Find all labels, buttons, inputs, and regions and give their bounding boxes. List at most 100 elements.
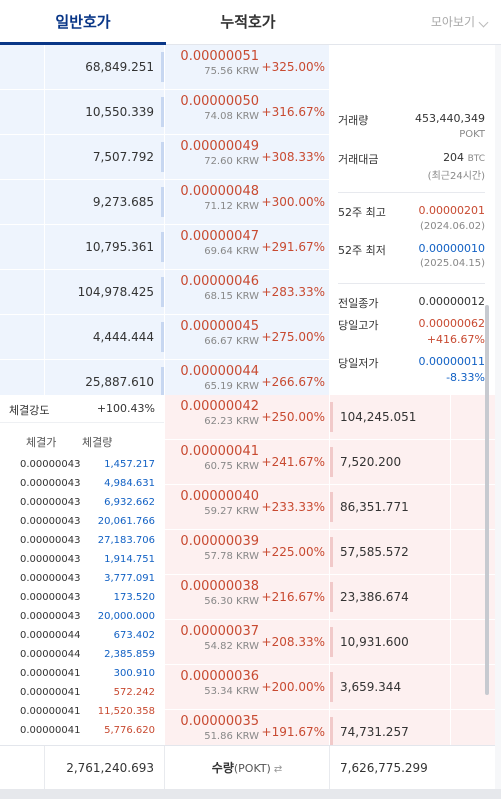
volume-value: 453,440,349	[415, 112, 485, 125]
ask-volume-cell: 10,795.361	[44, 225, 164, 270]
trade-qty-header: 체결량	[82, 436, 113, 449]
trade-price: 0.00000044	[20, 649, 81, 660]
trade-price-header: 체결가	[26, 436, 57, 449]
high52-value: 0.00000201	[418, 204, 485, 217]
ask-row[interactable]: 68,849.251 0.00000051 75.56 KRW +325.00%	[0, 45, 495, 90]
ask-price-cell[interactable]: 0.00000050 74.08 KRW +316.67%	[164, 90, 330, 135]
trade-price: 0.00000044	[20, 630, 81, 641]
trade-qty: 20,061.766	[97, 516, 155, 527]
ask-row[interactable]: 10,550.339 0.00000050 74.08 KRW +316.67%	[0, 90, 495, 135]
tab-general-orderbook[interactable]: 일반호가	[0, 0, 166, 45]
ask-row[interactable]: 7,507.792 0.00000049 72.60 KRW +308.33%	[0, 135, 495, 180]
ask-row[interactable]: 104,978.425 0.00000046 68.15 KRW +283.33%	[0, 270, 495, 315]
ask-price: 0.00000045	[180, 319, 259, 334]
ask-price-krw: 71.12 KRW	[204, 201, 259, 212]
ask-price-cell[interactable]: 0.00000045 66.67 KRW +275.00%	[164, 315, 330, 360]
trade-qty: 20,000.000	[97, 611, 155, 622]
bid-row[interactable]: 0.00000036 53.34 KRW +200.00% 3,659.344	[0, 665, 495, 710]
trade-price: 0.00000043	[20, 611, 81, 622]
ask-volume: 10,550.339	[85, 105, 154, 119]
unit-toggle-button[interactable]: 수량(POKT) ⇄	[164, 746, 330, 790]
trade-qty: 173.520	[113, 592, 155, 603]
ask-price-krw: 68.15 KRW	[204, 291, 259, 302]
day-high-label: 당일고가	[338, 319, 379, 332]
trade-qty: 572.242	[113, 687, 155, 698]
ask-row[interactable]: 10,795.361 0.00000047 69.64 KRW +291.67%	[0, 225, 495, 270]
trade-price: 0.00000043	[20, 592, 81, 603]
bottom-bar	[0, 789, 501, 799]
amount-value: 204 BTC	[443, 151, 485, 164]
bid-price-cell[interactable]: 0.00000042 62.23 KRW +250.00%	[164, 395, 330, 440]
recent-trades-panel: 체결강도 +100.43% 체결가 체결량 0.00000043 1,457.21…	[0, 395, 164, 745]
scrollbar-track	[495, 45, 501, 789]
bid-change: +241.67%	[261, 455, 325, 469]
bid-change: +200.00%	[261, 680, 325, 694]
trade-row: 0.00000043 4,984.631	[0, 476, 164, 495]
trade-price: 0.00000043	[20, 478, 81, 489]
bid-price-krw: 57.78 KRW	[204, 551, 259, 562]
bid-volume: 104,245.051	[340, 410, 417, 424]
trade-row: 0.00000043 1,457.217	[0, 457, 164, 476]
bid-row[interactable]: 0.00000039 57.78 KRW +225.00% 57,585.572	[0, 530, 495, 575]
day-low-change: -8.33%	[446, 371, 485, 384]
trade-price: 0.00000043	[20, 554, 81, 565]
bid-price-cell[interactable]: 0.00000038 56.30 KRW +216.67%	[164, 575, 330, 620]
ask-price: 0.00000044	[180, 364, 259, 379]
bid-price: 0.00000041	[180, 444, 259, 459]
bid-change: +208.33%	[261, 635, 325, 649]
amount-label: 거래대금	[338, 153, 379, 166]
trade-row: 0.00000043 20,000.000	[0, 609, 164, 628]
low52-label: 52주 최저	[338, 244, 386, 257]
prev-close-label: 전일종가	[338, 297, 379, 310]
ask-price-krw: 72.60 KRW	[204, 156, 259, 167]
bid-change: +233.33%	[261, 500, 325, 514]
bid-price-cell[interactable]: 0.00000040 59.27 KRW +233.33%	[164, 485, 330, 530]
ask-price-cell[interactable]: 0.00000051 75.56 KRW +325.00%	[164, 45, 330, 90]
bid-volume-cell: 3,659.344	[330, 665, 450, 710]
tab-cumulative-orderbook[interactable]: 누적호가	[220, 13, 276, 31]
bid-total: 7,626,775.299	[340, 761, 428, 775]
ask-volume: 25,887.610	[85, 375, 154, 389]
bid-price-krw: 53.34 KRW	[204, 686, 259, 697]
ask-volume-cell: 104,978.425	[44, 270, 164, 315]
ask-row[interactable]: 4,444.444 0.00000045 66.67 KRW +275.00%	[0, 315, 495, 360]
bid-row[interactable]: 0.00000041 60.75 KRW +241.67% 7,520.200	[0, 440, 495, 485]
chevron-down-icon	[478, 17, 489, 28]
bid-price-cell[interactable]: 0.00000036 53.34 KRW +200.00%	[164, 665, 330, 710]
bid-volume-cell: 104,245.051	[330, 395, 450, 440]
ask-price-krw: 65.19 KRW	[204, 381, 259, 392]
prev-close-value: 0.00000012	[418, 295, 485, 308]
group-view-select[interactable]: 모아보기	[330, 0, 501, 45]
bid-volume: 74,731.257	[340, 725, 409, 739]
ask-price-cell[interactable]: 0.00000049 72.60 KRW +308.33%	[164, 135, 330, 180]
bid-price-cell[interactable]: 0.00000039 57.78 KRW +225.00%	[164, 530, 330, 575]
ask-spacer	[0, 135, 44, 180]
ask-row[interactable]: 9,273.685 0.00000048 71.12 KRW +300.00%	[0, 180, 495, 225]
low52-value: 0.00000010	[418, 242, 485, 255]
trade-row: 0.00000041 300.910	[0, 666, 164, 685]
bid-price: 0.00000037	[180, 624, 259, 639]
ask-price-cell[interactable]: 0.00000047 69.64 KRW +291.67%	[164, 225, 330, 270]
scrollbar-thumb[interactable]	[485, 305, 489, 695]
ask-price-cell[interactable]: 0.00000048 71.12 KRW +300.00%	[164, 180, 330, 225]
trade-row: 0.00000044 2,385.859	[0, 647, 164, 666]
bid-volume-cell: 10,931.600	[330, 620, 450, 665]
bid-price-cell[interactable]: 0.00000041 60.75 KRW +241.67%	[164, 440, 330, 485]
orderbook-tabs: 일반호가 누적호가 모아보기	[0, 0, 501, 45]
ask-total: 2,761,240.693	[44, 746, 164, 790]
ask-price-krw: 74.08 KRW	[204, 111, 259, 122]
bid-price-cell[interactable]: 0.00000037 54.82 KRW +208.33%	[164, 620, 330, 665]
bid-volume-bar	[330, 627, 333, 657]
volume-unit: POKT	[459, 129, 485, 140]
ask-volume-bar	[161, 367, 164, 397]
ask-price-cell[interactable]: 0.00000046 68.15 KRW +283.33%	[164, 270, 330, 315]
ask-change: +283.33%	[261, 285, 325, 299]
bid-price-krw: 51.86 KRW	[204, 731, 259, 742]
ask-volume-bar	[161, 187, 164, 217]
ask-change: +308.33%	[261, 150, 325, 164]
ask-spacer	[0, 270, 44, 315]
bid-change: +191.67%	[261, 725, 325, 739]
group-view-label: 모아보기	[430, 15, 475, 29]
trade-row: 0.00000043 27,183.706	[0, 533, 164, 552]
amount-note: (최근24시간)	[427, 171, 485, 182]
